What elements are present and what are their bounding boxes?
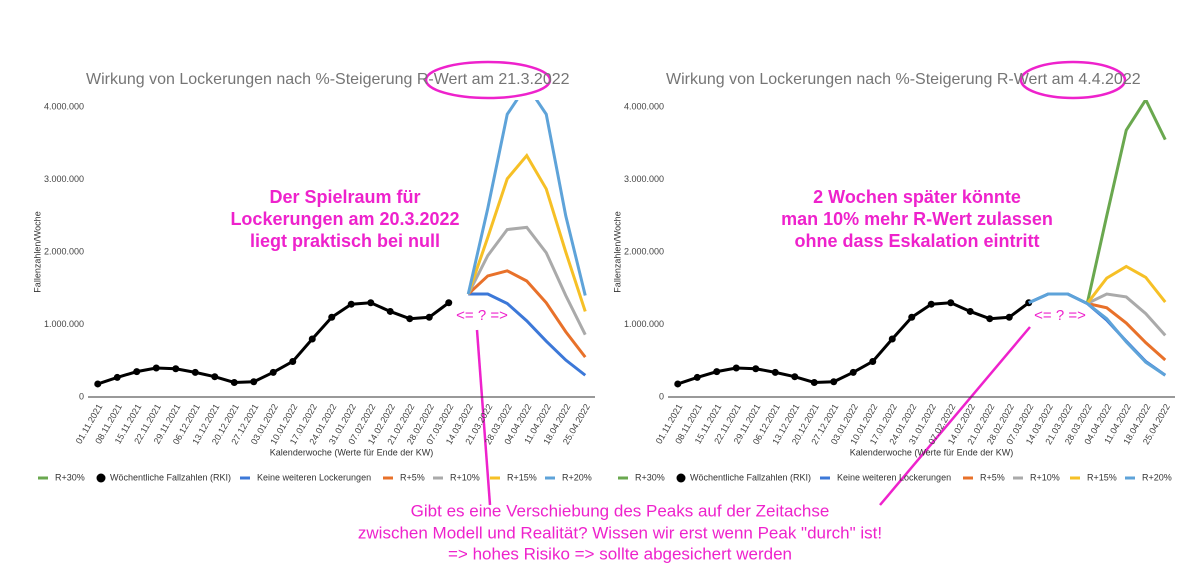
highlight	[424, 60, 552, 100]
data-point	[752, 365, 760, 373]
data-point	[94, 380, 102, 388]
y-tick-label: 2.000.000	[44, 246, 84, 256]
data-point	[674, 380, 682, 388]
legend-marker	[96, 473, 106, 483]
legend-label: R+10%	[1030, 472, 1060, 482]
data-point	[966, 307, 974, 315]
y-tick-label: 1.000.000	[44, 319, 84, 329]
data-point	[406, 315, 414, 323]
note: zwischen Modell und Realität? Wissen wir…	[358, 523, 882, 542]
annotation: 2 Wochen später könnte	[813, 187, 1021, 207]
data-point	[1005, 313, 1013, 321]
y-tick-label: 2.000.000	[624, 246, 664, 256]
legend-marker	[676, 473, 686, 483]
data-point	[869, 357, 877, 365]
annotation: man 10% mehr R-Wert zulassen	[781, 209, 1053, 229]
legend-label: R+10%	[450, 472, 480, 482]
data-point	[367, 299, 375, 307]
chart-title: Wirkung von Lockerungen nach %-Steigerun…	[86, 71, 570, 88]
chart: Wirkung von Lockerungen nach %-Steigerun…	[612, 71, 1175, 483]
legend-label: Wöchentliche Fallzahlen (RKI)	[690, 472, 811, 482]
legend-label: R+5%	[980, 472, 1005, 482]
chart: Wirkung von Lockerungen nach %-Steigerun…	[32, 71, 595, 483]
data-point	[986, 315, 994, 323]
series-line	[466, 152, 587, 312]
legend-label: Keine weiteren Lockerungen	[837, 472, 951, 482]
highlight	[1019, 60, 1127, 100]
legend-label: R+20%	[1142, 472, 1172, 482]
data-point	[347, 300, 355, 308]
y-tick-label: 0	[659, 391, 664, 401]
series-line	[466, 225, 587, 336]
arrow	[475, 329, 492, 506]
data-point	[445, 299, 453, 307]
annotation: ohne dass Eskalation eintritt	[794, 231, 1039, 251]
series-line	[468, 292, 587, 377]
annotation-marker: <= ? =>	[1034, 307, 1086, 324]
y-tick-label: 4.000.000	[624, 101, 664, 111]
arrow	[879, 326, 1031, 506]
data-point	[888, 335, 896, 343]
y-tick-label: 3.000.000	[44, 174, 84, 184]
data-point	[386, 307, 394, 315]
x-axis-label: Kalenderwoche (Werte für Ende der KW)	[850, 447, 1013, 457]
legend-label: Wöchentliche Fallzahlen (RKI)	[110, 472, 231, 482]
data-point	[191, 368, 199, 376]
legend-label: R+15%	[507, 472, 537, 482]
series-line	[1086, 264, 1167, 305]
note: => hohes Risiko => sollte abgesichert we…	[448, 544, 792, 563]
legend-label: Keine weiteren Lockerungen	[257, 472, 371, 482]
data-point	[791, 373, 799, 381]
x-axis-label: Kalenderwoche (Werte für Ende der KW)	[270, 447, 433, 457]
series-line	[467, 269, 587, 359]
legend-label: R+30%	[55, 472, 85, 482]
data-point	[425, 313, 433, 321]
annotation: Lockerungen am 20.3.2022	[230, 209, 459, 229]
data-point	[908, 313, 916, 321]
series-line	[1028, 292, 1167, 377]
annotation-marker: <= ? =>	[456, 307, 508, 324]
data-point	[849, 368, 857, 376]
legend-label: R+5%	[400, 472, 425, 482]
data-point	[713, 368, 721, 376]
legend-label: R+20%	[562, 472, 592, 482]
series-line	[1086, 292, 1167, 337]
legend-label: R+30%	[635, 472, 665, 482]
data-point	[250, 378, 258, 386]
data-point	[133, 368, 141, 376]
data-point	[328, 313, 336, 321]
data-point	[732, 364, 740, 372]
data-point	[152, 364, 160, 372]
data-point	[830, 378, 838, 386]
y-axis-label: Fallenzahlen/Woche	[32, 211, 42, 292]
legend-label: R+15%	[1087, 472, 1117, 482]
data-point	[289, 357, 297, 365]
series-line	[466, 100, 587, 296]
data-point	[269, 368, 277, 376]
data-point	[927, 300, 935, 308]
series-line	[1085, 100, 1167, 304]
annotation: Der Spielraum für	[269, 187, 420, 207]
data-point	[211, 373, 219, 381]
data-point	[172, 365, 180, 373]
note: Gibt es eine Verschiebung des Peaks auf …	[411, 501, 830, 520]
series-line	[1086, 302, 1167, 362]
chart-title: Wirkung von Lockerungen nach %-Steigerun…	[666, 71, 1141, 88]
data-point	[113, 373, 121, 381]
data-point	[693, 373, 701, 381]
data-point	[230, 379, 238, 386]
data-point	[308, 335, 316, 343]
data-point	[810, 379, 818, 386]
annotation: liegt praktisch bei null	[250, 231, 440, 251]
y-tick-label: 3.000.000	[624, 174, 664, 184]
y-tick-label: 4.000.000	[44, 101, 84, 111]
y-tick-label: 0	[79, 391, 84, 401]
y-axis-label: Fallenzahlen/Woche	[612, 211, 622, 292]
y-tick-label: 1.000.000	[624, 319, 664, 329]
data-point	[771, 368, 779, 376]
data-point	[947, 299, 955, 307]
